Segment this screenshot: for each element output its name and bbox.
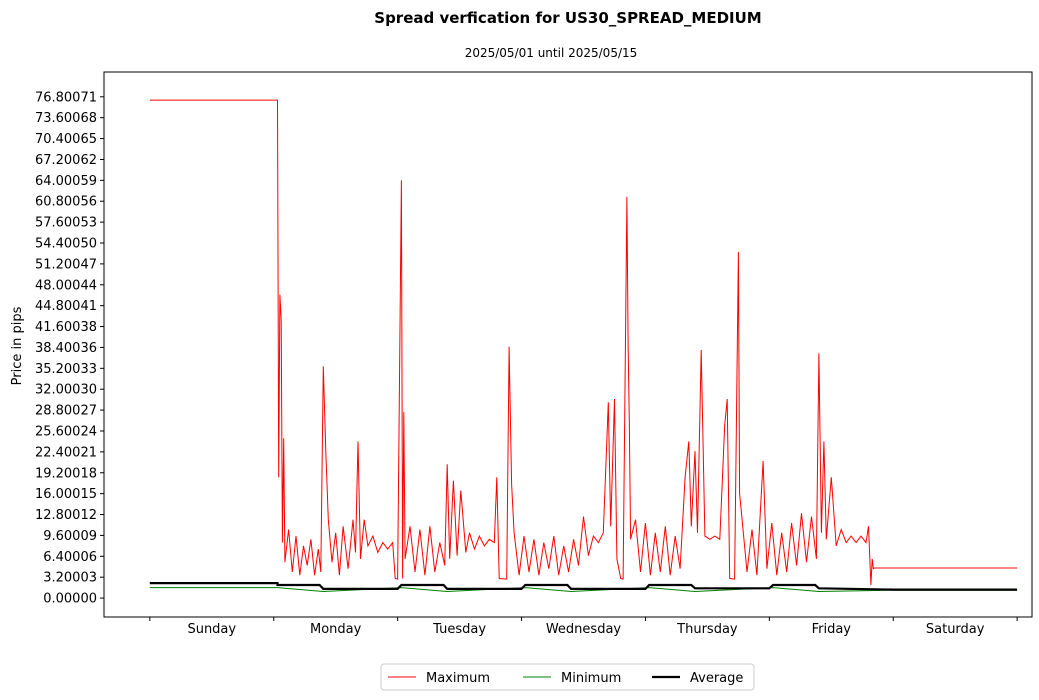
- y-tick-label: 9.60009: [43, 529, 97, 544]
- x-tick-label-saturday: Saturday: [926, 622, 985, 637]
- y-tick-label: 19.20018: [35, 466, 97, 481]
- y-tick-label: 51.20047: [35, 257, 97, 272]
- legend-label-minimum: Minimum: [561, 671, 621, 686]
- x-tick-label-sunday: Sunday: [187, 622, 236, 637]
- y-tick-label: 54.40050: [35, 237, 97, 252]
- series-line-average: [149, 582, 1018, 591]
- x-tick-label-friday: Friday: [812, 622, 852, 637]
- y-tick-label: 6.40006: [43, 550, 97, 565]
- x-axis: Sunday Monday Tuesday Wednesday Thursday Frid…: [149, 617, 1018, 637]
- y-axis: 0.00000 3.20003 6.40006 9.60009 12.80012 16.0…: [35, 90, 104, 607]
- chart-title: Spread verfication for US30_SPREAD_MEDIU…: [374, 9, 761, 27]
- y-tick-label: 12.80012: [35, 508, 97, 523]
- y-tick-label: 44.80041: [35, 299, 97, 314]
- y-tick-label: 38.40036: [35, 341, 97, 356]
- y-tick-label: 35.20033: [35, 362, 97, 377]
- x-tick-label-tuesday: Tuesday: [432, 622, 486, 637]
- series-line-minimum: [149, 587, 1018, 593]
- x-tick-label-thursday: Thursday: [676, 622, 738, 637]
- y-tick-label: 73.60068: [35, 111, 97, 126]
- plot-frame: [103, 71, 1033, 618]
- y-tick-label: 0.00000: [43, 592, 97, 607]
- y-tick-label: 41.60038: [35, 320, 97, 335]
- legend: Maximum Minimum Average: [380, 663, 755, 691]
- y-tick-label: 3.20003: [43, 571, 97, 586]
- legend-box: [380, 663, 755, 691]
- y-tick-label: 67.20062: [35, 153, 97, 168]
- y-axis-label: Price in pips: [10, 306, 25, 385]
- y-tick-label: 76.80071: [35, 90, 97, 105]
- y-tick-label: 57.60053: [35, 216, 97, 231]
- y-tick-label: 64.00059: [35, 174, 97, 189]
- legend-label-average: Average: [690, 671, 743, 686]
- y-tick-label: 48.00044: [35, 278, 97, 293]
- series-layer: [149, 99, 1018, 593]
- chart-subtitle: 2025/05/01 until 2025/05/15: [465, 46, 638, 60]
- y-tick-label: 32.00030: [35, 383, 97, 398]
- series-line-maximum: [149, 99, 1018, 586]
- y-tick-label: 16.00015: [35, 487, 97, 502]
- y-tick-label: 22.40021: [35, 445, 97, 460]
- y-tick-label: 70.40065: [35, 132, 97, 147]
- legend-label-maximum: Maximum: [426, 671, 490, 686]
- y-tick-label: 25.60024: [35, 424, 97, 439]
- y-tick-label: 60.80056: [35, 195, 97, 210]
- y-tick-label: 28.80027: [35, 404, 97, 419]
- x-tick-label-wednesday: Wednesday: [546, 622, 622, 637]
- x-tick-label-monday: Monday: [310, 622, 362, 637]
